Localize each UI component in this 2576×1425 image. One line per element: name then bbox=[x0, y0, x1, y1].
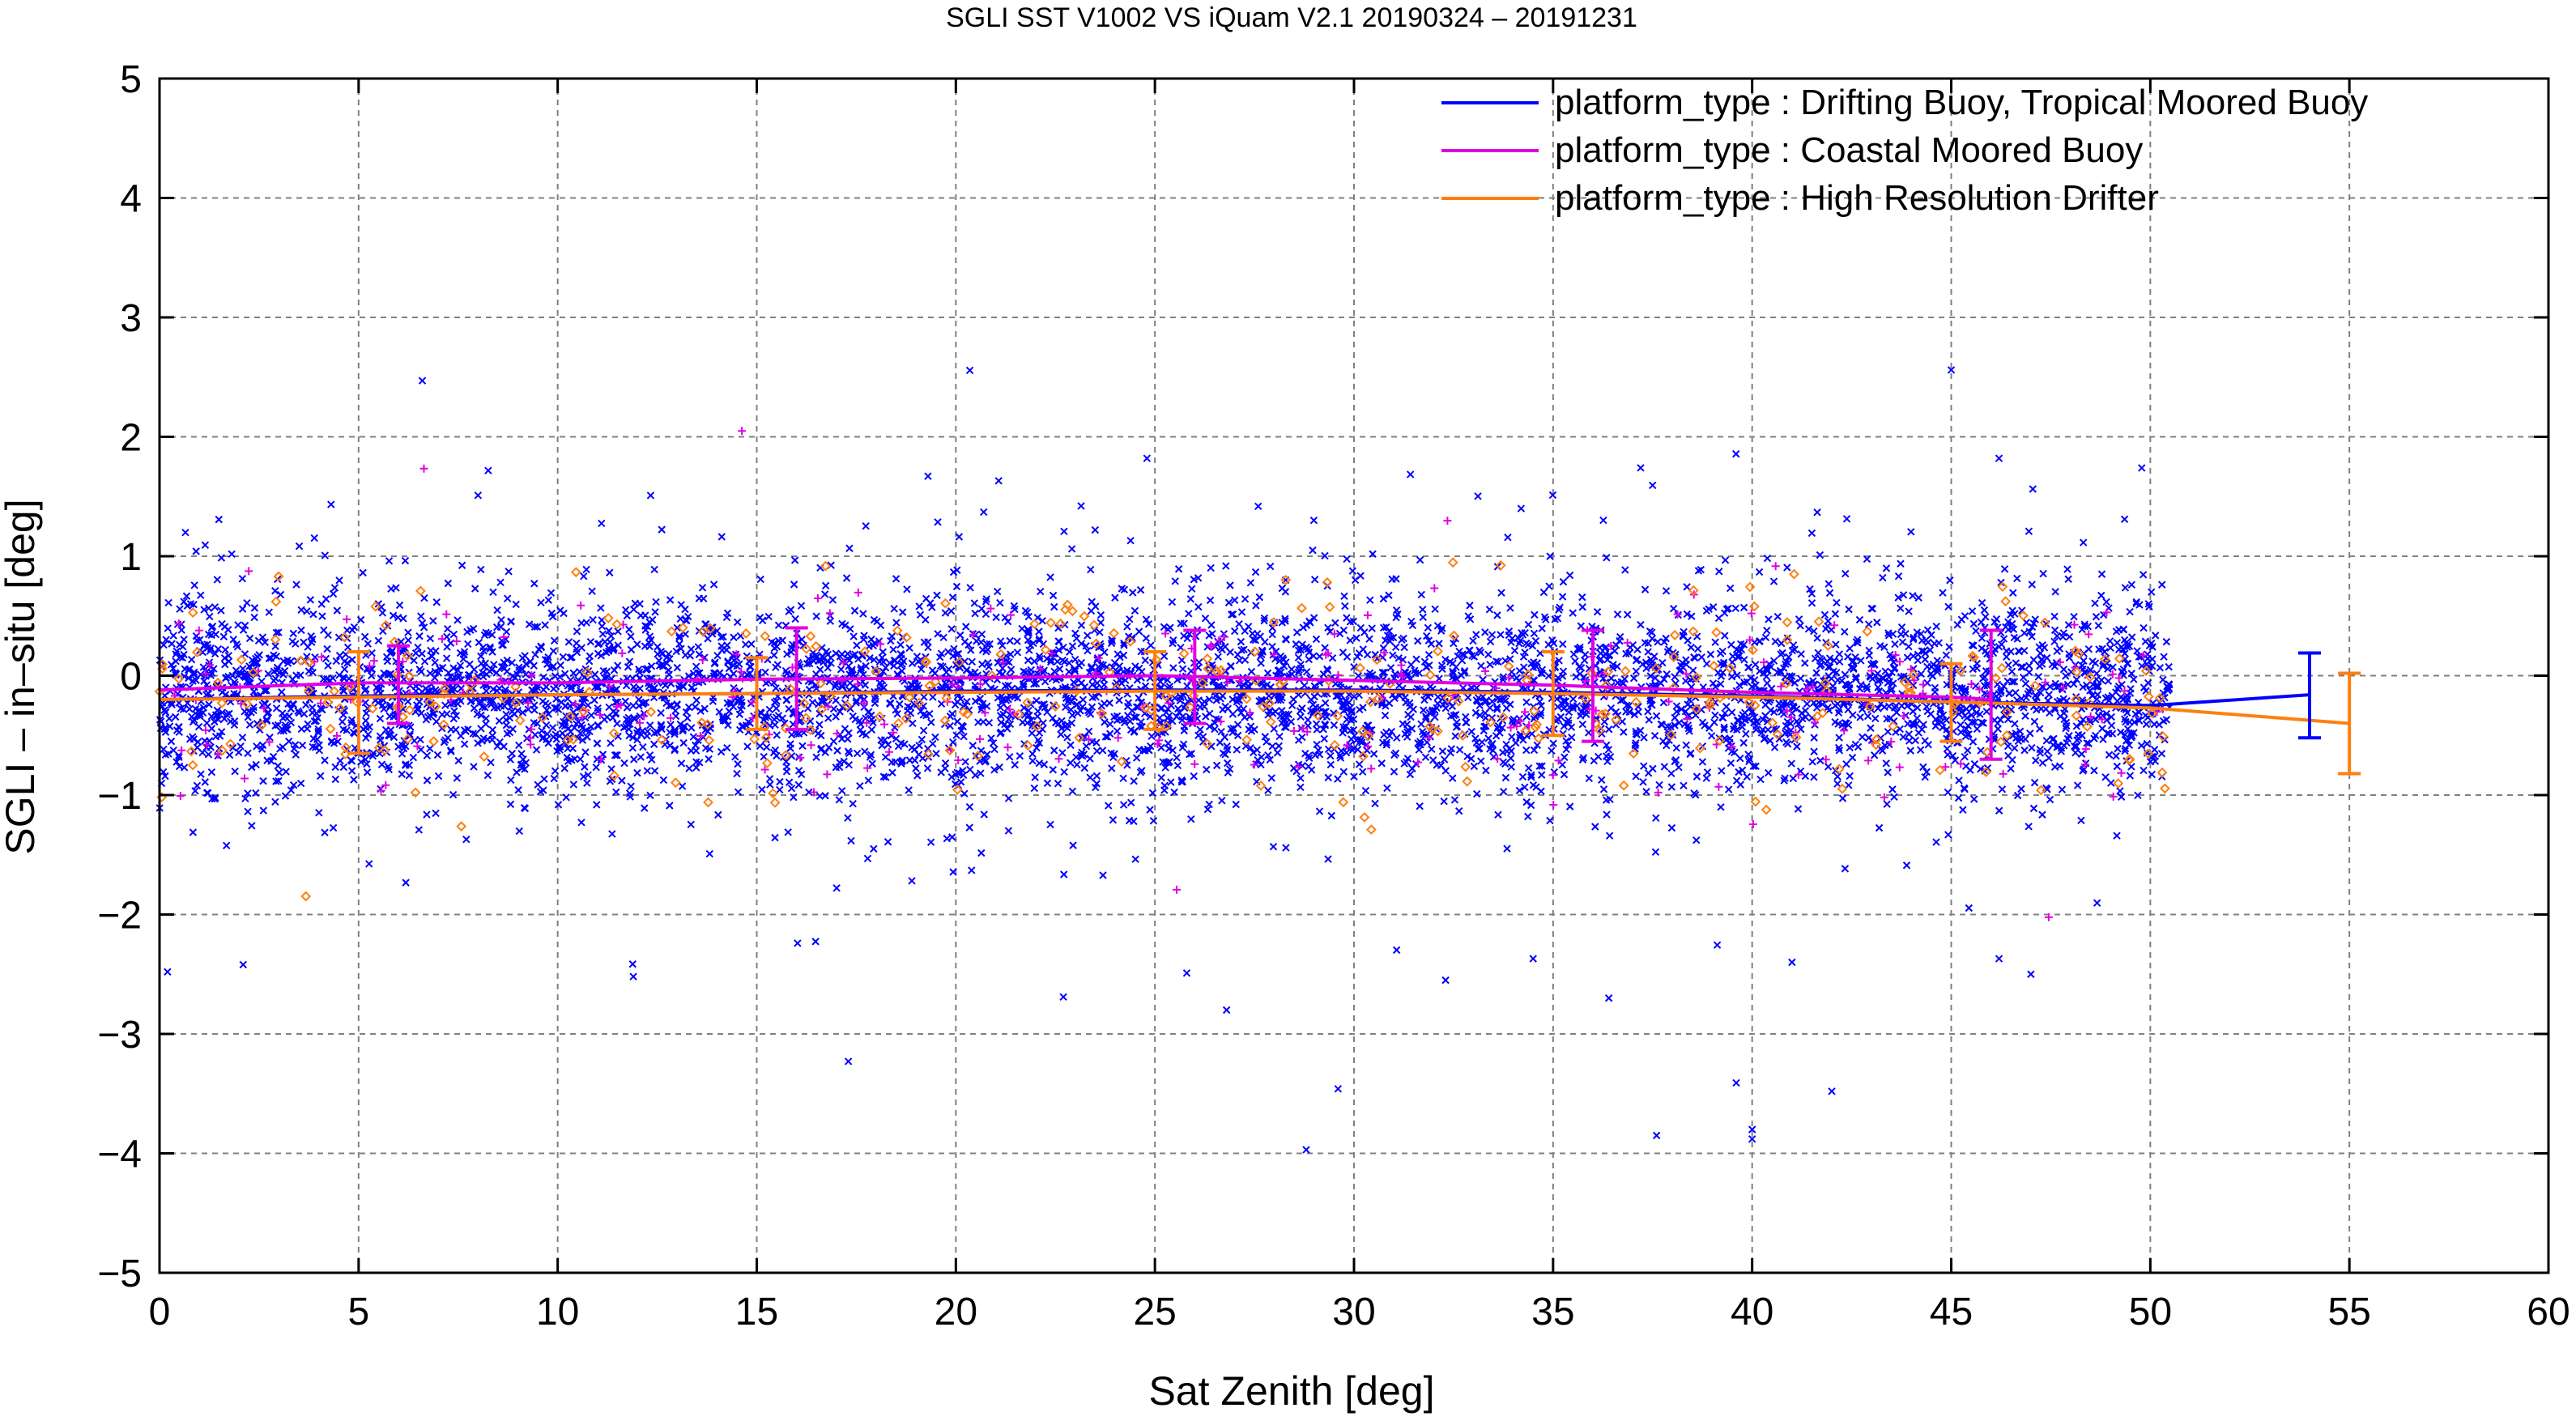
scatter-plot: 051015202530354045505560 543210−1−2−3−4−… bbox=[0, 0, 2576, 1421]
chart-container: 051015202530354045505560 543210−1−2−3−4−… bbox=[0, 0, 2576, 1421]
